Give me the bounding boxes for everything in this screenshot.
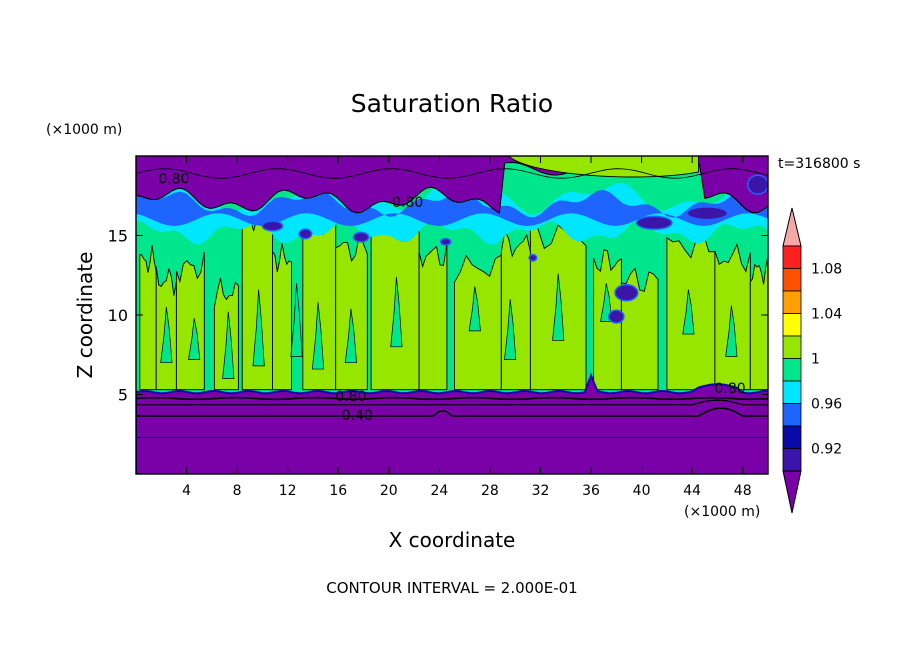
- contour-label: 0.80: [714, 381, 745, 397]
- x-tick-label: 36: [582, 483, 600, 499]
- colorbar-label: 1: [811, 352, 820, 368]
- colorbar-label: 0.92: [811, 442, 842, 458]
- dry-pocket: [261, 220, 284, 232]
- x-unit-label: (×1000 m): [684, 504, 760, 520]
- dry-pocket: [528, 253, 538, 262]
- x-tick-label: 16: [329, 483, 347, 499]
- colorbar-max-arrow: [782, 207, 802, 247]
- colorbar-swatch: [782, 425, 802, 449]
- time-label: t=316800 s: [778, 156, 860, 172]
- dry-pocket: [352, 231, 370, 243]
- saturated-finger: [252, 289, 265, 367]
- x-axis-label: X coordinate: [389, 528, 516, 552]
- x-tick-label: 28: [481, 483, 499, 499]
- dry-pocket: [607, 309, 625, 324]
- dry-pocket: [614, 284, 639, 302]
- x-tick-label: 32: [532, 483, 550, 499]
- colorbar: 0.92 0.96 1 1.04 1.08: [782, 207, 842, 514]
- colorbar-swatch: [782, 358, 802, 382]
- x-tick-label: 48: [734, 483, 752, 499]
- colorbar-min-arrow: [782, 470, 802, 514]
- dry-pocket: [635, 215, 673, 230]
- saturated-finger: [504, 299, 517, 360]
- saturated-finger: [682, 289, 695, 335]
- y-unit-label: (×1000 m): [46, 122, 122, 138]
- colorbar-label: 0.96: [811, 397, 842, 413]
- field-contours: [136, 156, 768, 474]
- x-tick-label: 24: [430, 483, 448, 499]
- contour-upper-dry: [136, 168, 768, 179]
- saturated-finger: [160, 307, 173, 364]
- supersaturated-region: [418, 243, 448, 391]
- colorbar-swatch: [782, 268, 802, 292]
- saturated-finger: [725, 305, 738, 357]
- contour-060-lower: [136, 399, 768, 406]
- saturated-finger: [222, 311, 235, 379]
- contour-040-lower: [136, 407, 768, 417]
- contour-interval-note: CONTOUR INTERVAL = 2.000E-01: [326, 579, 577, 597]
- plot-area: [136, 156, 768, 474]
- y-tick-label: 10: [108, 306, 128, 325]
- supersaturated-region: [749, 255, 768, 391]
- dry-pocket: [298, 228, 313, 240]
- x-axis: 4 8 12 16 20 24 28 32 36 40 44 48: [182, 156, 752, 499]
- colorbar-swatch: [782, 403, 802, 427]
- supersaturated-region: [272, 243, 292, 391]
- colorbar-swatch: [782, 313, 802, 337]
- saturated-finger: [344, 308, 357, 364]
- contour-label: 0.40: [342, 408, 373, 424]
- contour-label: 0.80: [335, 389, 366, 405]
- y-tick-label: 5: [118, 386, 128, 405]
- colorbar-swatch: [782, 290, 802, 314]
- colorbar-swatch: [782, 335, 802, 359]
- saturated-finger: [311, 302, 325, 370]
- x-tick-label: 8: [233, 483, 242, 499]
- saturated-finger: [290, 283, 303, 357]
- dry-pocket: [686, 206, 729, 221]
- contour-lines: [136, 168, 768, 438]
- contour-080-lower: [136, 396, 768, 401]
- y-axis: 5 10 15: [108, 227, 768, 405]
- saturated-finger: [390, 276, 403, 348]
- colorbar-swatch: [782, 448, 802, 472]
- saturated-finger: [188, 318, 201, 360]
- saturated-finger: [600, 283, 613, 322]
- saturated-finger: [468, 286, 481, 332]
- contour-label: 0.80: [392, 195, 423, 211]
- x-tick-label: 12: [279, 483, 297, 499]
- contour-label: 0.80: [158, 171, 189, 187]
- contour-labels: 0.80 0.80 0.80 0.40 0.80: [158, 171, 745, 424]
- y-tick-label: 15: [108, 227, 128, 246]
- x-tick-label: 44: [683, 483, 701, 499]
- dry-pocket: [747, 174, 768, 195]
- colorbar-swatch: [782, 380, 802, 404]
- upper-clear-patch: [508, 156, 699, 178]
- colorbar-swatch: [782, 245, 802, 269]
- x-tick-label: 20: [380, 483, 398, 499]
- x-tick-label: 4: [182, 483, 191, 499]
- colorbar-label: 1.08: [811, 262, 842, 278]
- dry-pocket: [439, 237, 452, 246]
- blue-band: [136, 189, 768, 226]
- dry-lower-layer: [136, 372, 768, 474]
- chart-title: Saturation Ratio: [351, 89, 553, 118]
- supersaturated-region: [500, 229, 531, 391]
- saturated-finger: [552, 273, 565, 341]
- colorbar-label: 1.04: [811, 307, 842, 323]
- y-axis-label: Z coordinate: [73, 252, 97, 379]
- x-tick-label: 40: [633, 483, 651, 499]
